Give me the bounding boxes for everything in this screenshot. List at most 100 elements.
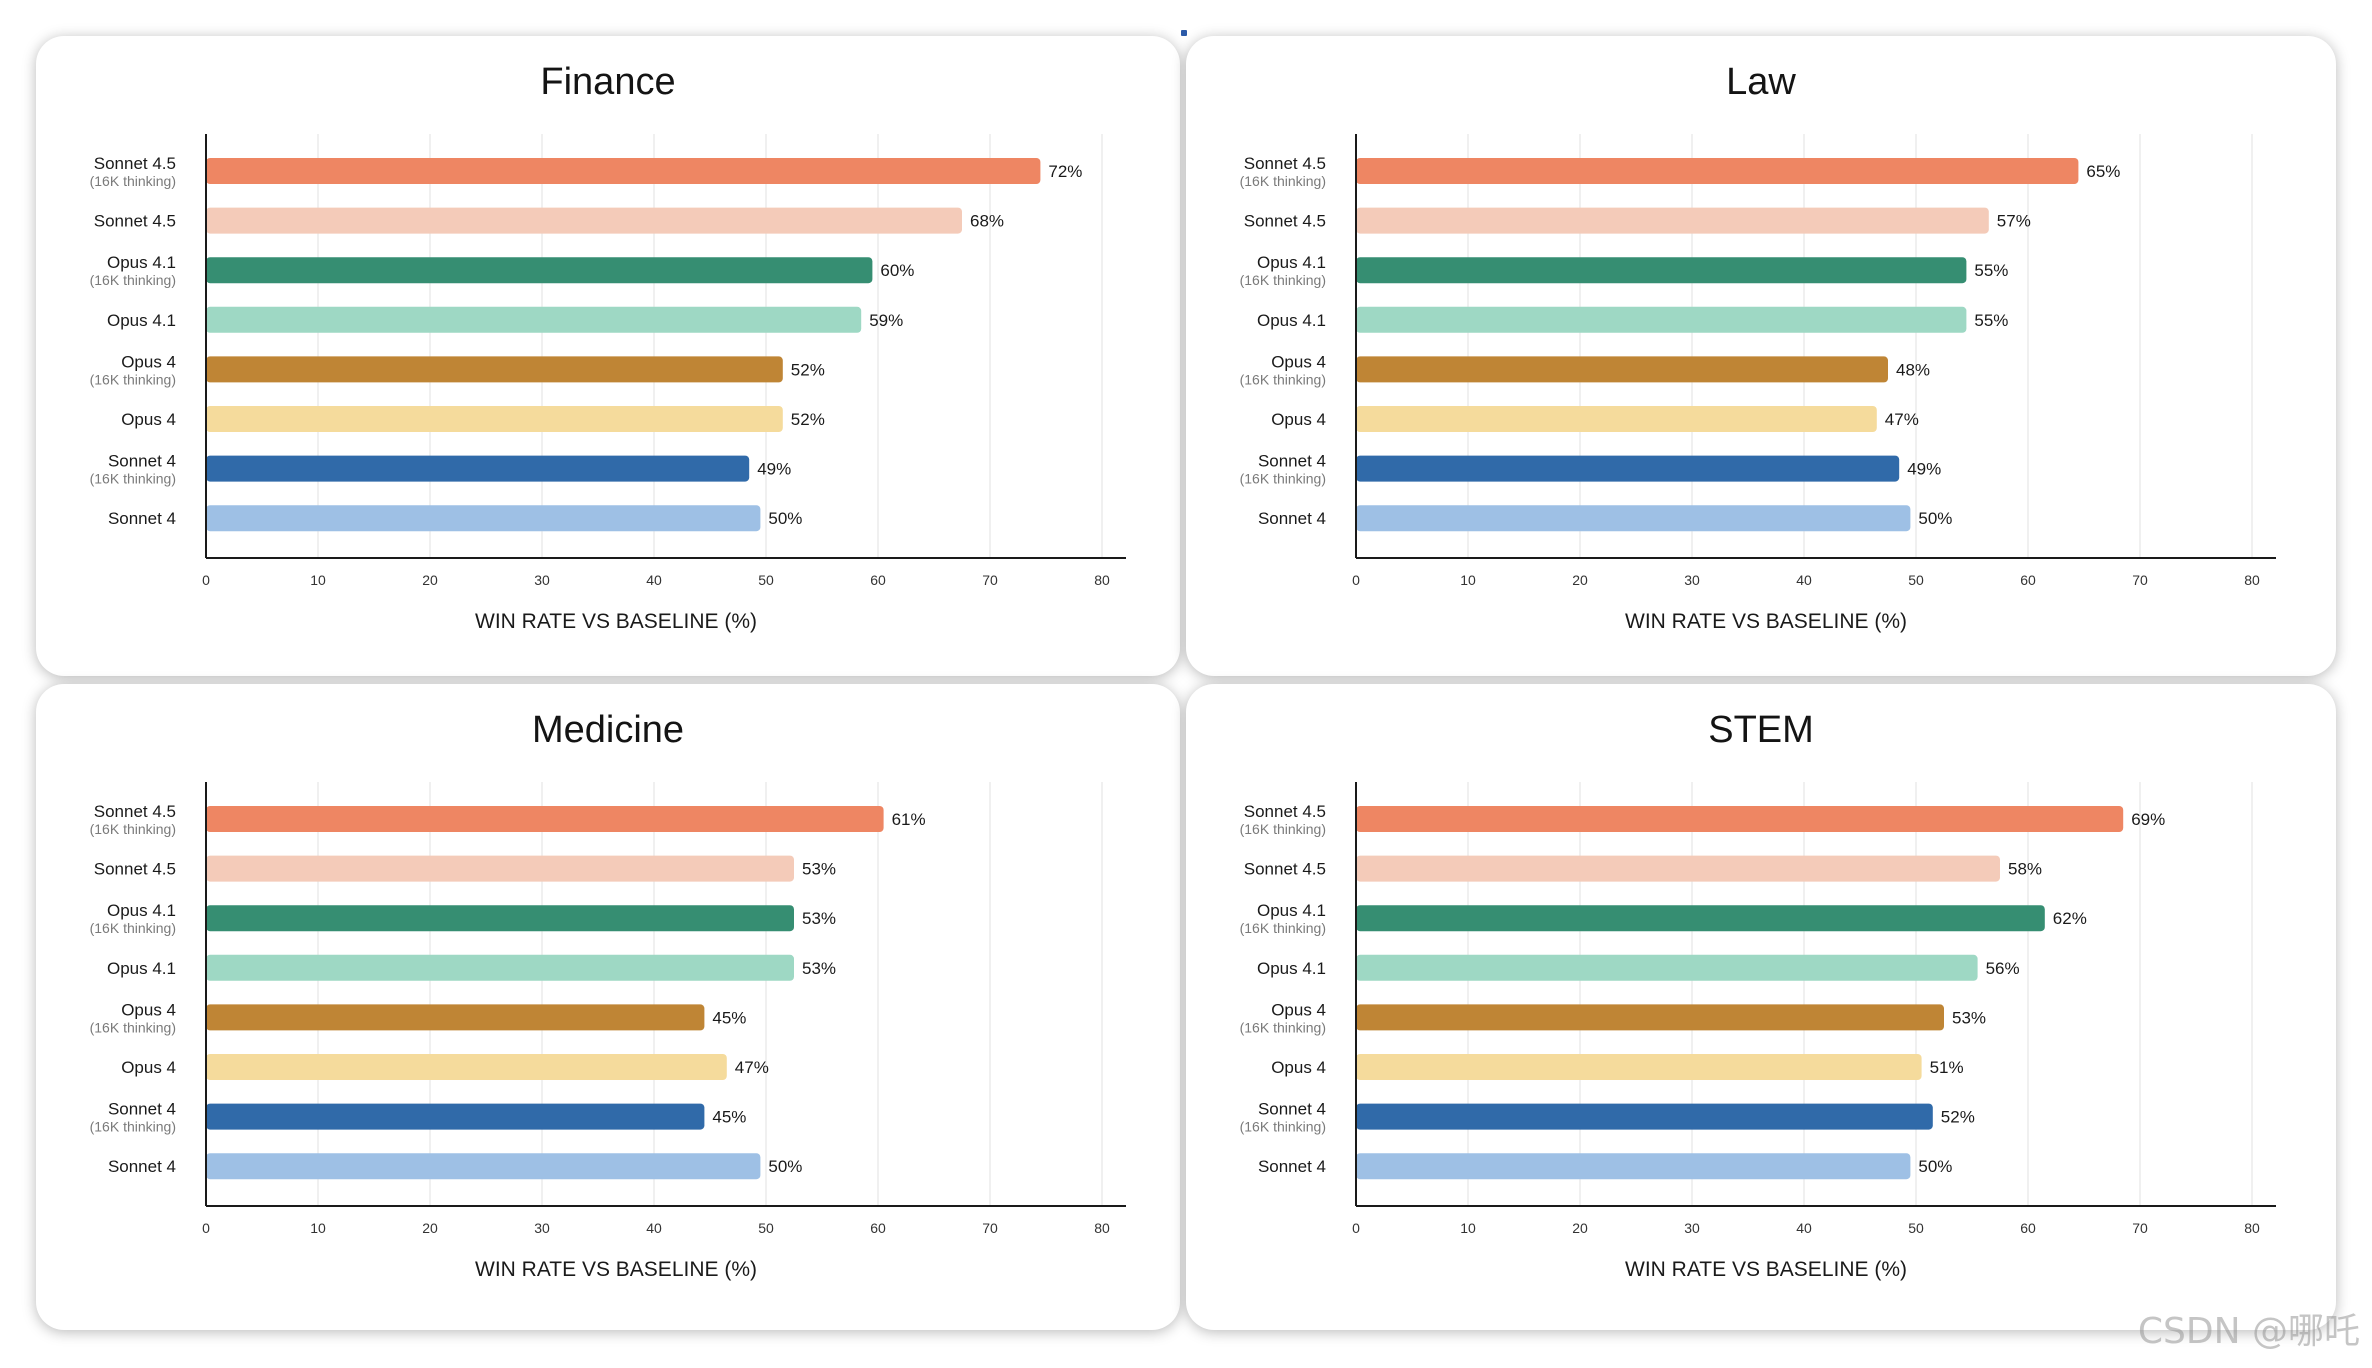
x-tick-label: 80 (1094, 1220, 1110, 1236)
value-label: 69% (2131, 810, 2165, 829)
bar-medicine-sonnet4 (206, 1153, 761, 1180)
category-label: Opus 4 (121, 1000, 176, 1019)
category-label: Sonnet 4.5 (94, 802, 176, 821)
chart-panel-law: Law 65% Sonnet 4.5 (16K thinking) 57% Sonnet … (1186, 36, 2336, 676)
x-tick-label: 70 (2132, 572, 2148, 588)
category-label: Sonnet 4 (1258, 1157, 1326, 1176)
bar-medicine-sonnet4_thinking (206, 1103, 705, 1130)
category-label: Opus 4 (121, 410, 176, 429)
category-label: Opus 4.1 (1257, 901, 1326, 920)
x-tick-label: 20 (422, 1220, 438, 1236)
x-tick-label: 50 (758, 1220, 774, 1236)
value-label: 47% (735, 1058, 769, 1077)
category-sublabel: (16K thinking) (1240, 1019, 1326, 1035)
category-sublabel: (16K thinking) (1240, 1119, 1326, 1135)
chart-title-stem: STEM (1708, 709, 1814, 751)
category-sublabel: (16K thinking) (1240, 173, 1326, 189)
bar-law-opus41_thinking (1356, 257, 1967, 284)
category-label: Opus 4 (1271, 352, 1326, 371)
x-tick-label: 50 (1908, 1220, 1924, 1236)
value-label: 56% (1986, 959, 2020, 978)
value-label: 53% (802, 860, 836, 879)
value-label: 57% (1997, 212, 2031, 231)
x-tick-label: 40 (646, 572, 662, 588)
bar-medicine-opus41_thinking (206, 905, 794, 932)
chart-panel-finance: Finance 72% Sonnet 4.5 (16K thinking) 68% Son… (36, 36, 1180, 676)
category-label: Opus 4.1 (107, 311, 176, 330)
bar-law-sonnet4_thinking (1356, 455, 1900, 482)
value-label: 55% (1974, 261, 2008, 280)
bar-law-opus4_thinking (1356, 356, 1888, 383)
value-label: 45% (712, 1008, 746, 1027)
bar-finance-sonnet4 (206, 505, 761, 532)
x-tick-label: 0 (202, 1220, 210, 1236)
x-tick-label: 10 (1460, 572, 1476, 588)
x-tick-label: 30 (1684, 1220, 1700, 1236)
category-sublabel: (16K thinking) (1240, 920, 1326, 936)
x-tick-label: 20 (1572, 1220, 1588, 1236)
category-label: Sonnet 4.5 (94, 212, 176, 231)
category-label: Sonnet 4.5 (1244, 860, 1326, 879)
category-sublabel: (16K thinking) (90, 471, 176, 487)
value-label: 51% (1930, 1058, 1964, 1077)
bar-medicine-sonnet45_thinking (206, 806, 884, 832)
value-label: 65% (2086, 162, 2120, 181)
category-label: Sonnet 4.5 (94, 860, 176, 879)
x-tick-label: 70 (2132, 1220, 2148, 1236)
value-label: 52% (1941, 1108, 1975, 1127)
category-sublabel: (16K thinking) (90, 821, 176, 837)
x-tick-label: 40 (1796, 1220, 1812, 1236)
category-label: Sonnet 4 (1258, 1100, 1326, 1119)
category-sublabel: (16K thinking) (1240, 821, 1326, 837)
value-label: 58% (2008, 860, 2042, 879)
bar-stem-sonnet4_thinking (1356, 1103, 1933, 1130)
category-label: Opus 4 (1271, 1000, 1326, 1019)
value-label: 55% (1974, 311, 2008, 330)
x-axis-title: WIN RATE VS BASELINE (%) (1625, 610, 1907, 633)
bar-law-sonnet45 (1356, 207, 1989, 234)
category-label: Opus 4 (121, 352, 176, 371)
value-label: 59% (869, 311, 903, 330)
category-sublabel: (16K thinking) (90, 371, 176, 387)
x-tick-label: 30 (534, 1220, 550, 1236)
divider-marker (1181, 30, 1187, 36)
value-label: 68% (970, 212, 1004, 231)
category-sublabel: (16K thinking) (90, 920, 176, 936)
bar-law-sonnet4 (1356, 505, 1911, 532)
value-label: 49% (1907, 460, 1941, 479)
x-tick-label: 50 (1908, 572, 1924, 588)
x-tick-label: 0 (202, 572, 210, 588)
value-label: 53% (1952, 1008, 1986, 1027)
category-sublabel: (16K thinking) (90, 1019, 176, 1035)
x-tick-label: 0 (1352, 1220, 1360, 1236)
bar-finance-sonnet45_thinking (206, 158, 1041, 184)
value-label: 72% (1048, 162, 1082, 181)
category-label: Sonnet 4.5 (1244, 154, 1326, 173)
value-label: 45% (712, 1108, 746, 1127)
category-sublabel: (16K thinking) (1240, 371, 1326, 387)
value-label: 50% (768, 1157, 802, 1176)
x-tick-label: 20 (422, 572, 438, 588)
category-label: Opus 4.1 (107, 959, 176, 978)
x-tick-label: 70 (982, 1220, 998, 1236)
x-tick-label: 60 (870, 572, 886, 588)
bar-stem-sonnet45_thinking (1356, 806, 2124, 832)
value-label: 60% (880, 261, 914, 280)
bar-finance-opus41 (206, 306, 862, 333)
x-axis-title: WIN RATE VS BASELINE (%) (475, 1258, 757, 1281)
category-label: Opus 4.1 (1257, 959, 1326, 978)
bar-law-opus41 (1356, 306, 1967, 333)
bar-medicine-opus4_thinking (206, 1004, 705, 1031)
value-label: 52% (791, 410, 825, 429)
bar-stem-sonnet45 (1356, 855, 2000, 882)
category-sublabel: (16K thinking) (90, 272, 176, 288)
value-label: 53% (802, 959, 836, 978)
value-label: 50% (768, 509, 802, 528)
chart-title-finance: Finance (540, 61, 675, 103)
bar-finance-opus41_thinking (206, 257, 873, 284)
category-label: Sonnet 4 (108, 452, 176, 471)
value-label: 62% (2053, 909, 2087, 928)
category-label: Opus 4.1 (1257, 311, 1326, 330)
category-label: Sonnet 4.5 (1244, 802, 1326, 821)
x-tick-label: 60 (2020, 572, 2036, 588)
